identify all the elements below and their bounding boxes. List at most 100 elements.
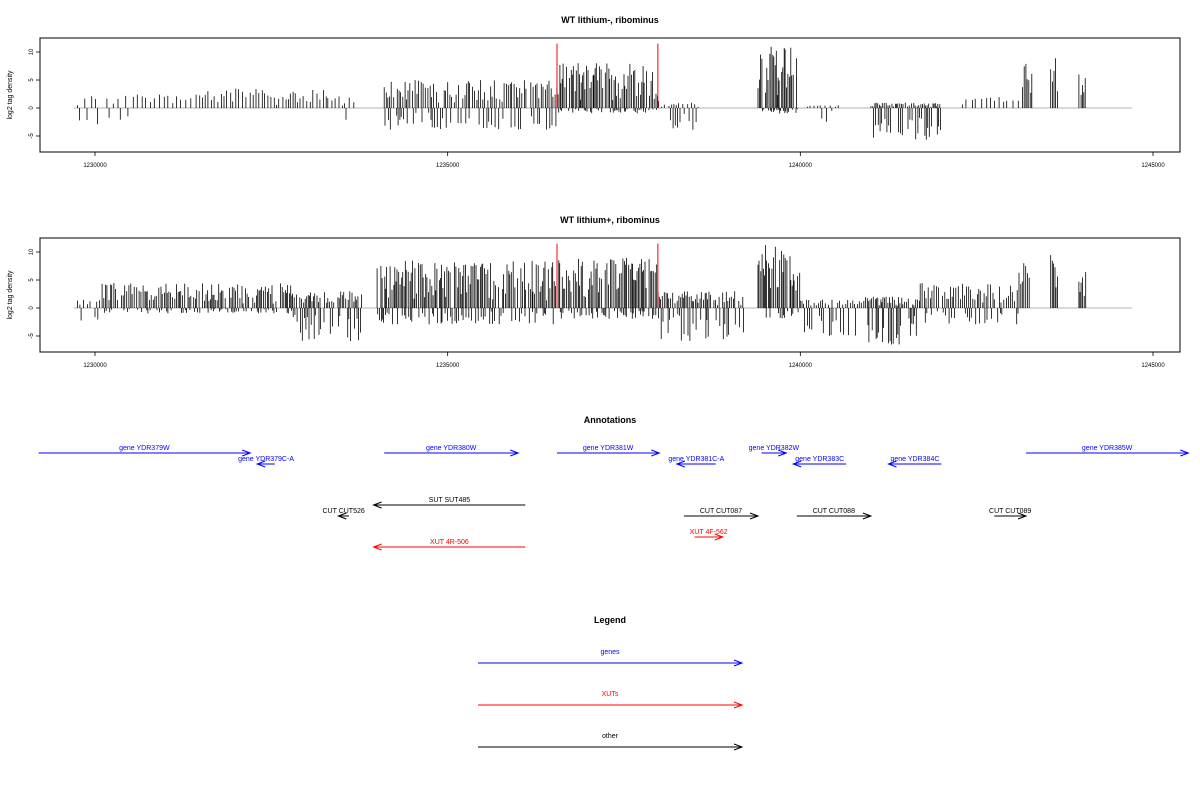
- legend-label: XUTs: [602, 691, 619, 698]
- y-axis-label: log2 tag density: [7, 270, 14, 320]
- annotation-feature: gene YDR379C-A: [238, 456, 294, 468]
- annotation-feature: CUT CUT088: [796, 508, 873, 520]
- annotation-feature: gene YDR381W: [556, 445, 661, 457]
- annotation-feature: gene YDR380W: [384, 445, 520, 457]
- annotation-label: XUT 4R-506: [430, 539, 469, 546]
- x-tick-label: 1230000: [83, 163, 107, 169]
- annotation-feature: XUT 4F-562: [690, 529, 728, 541]
- bar-cluster: [799, 299, 862, 336]
- annotation-label: gene YDR384C: [890, 456, 939, 463]
- plot-frame: [39, 37, 1181, 153]
- legend-label: genes: [600, 649, 620, 656]
- plot-frame: [39, 237, 1181, 353]
- x-tick-label: 1240000: [789, 163, 813, 169]
- y-tick-label: 10: [29, 48, 35, 55]
- x-tick-label: 1230000: [83, 363, 107, 369]
- bar-layer: [73, 243, 1132, 345]
- x-axis: 1230000 1235000 1240000 1245000: [83, 352, 1165, 369]
- annotation-feature: CUT CUT087: [683, 508, 760, 520]
- annotation-feature: gene YDR381C-A: [668, 456, 725, 468]
- bar-cluster: [658, 291, 744, 341]
- bar-cluster: [77, 299, 100, 321]
- annotation-label: gene YDR379W: [119, 445, 170, 452]
- x-tick-label: 1245000: [1141, 363, 1165, 369]
- bar-cluster: [1022, 63, 1033, 108]
- bar-cluster: [919, 283, 1019, 325]
- annotation-label: XUT 4F-562: [690, 529, 728, 536]
- legend: Legend genes XUTs other: [478, 615, 744, 751]
- bar-cluster: [327, 96, 355, 120]
- bar-cluster: [383, 80, 558, 130]
- y-tick-label: 0: [29, 106, 35, 110]
- y-tick-label: -5: [29, 133, 35, 139]
- bar-cluster: [292, 291, 362, 342]
- legend-item: genes: [478, 649, 744, 667]
- bar-cluster: [757, 245, 801, 319]
- y-axis: -5 0 5 10: [29, 248, 40, 339]
- legend-title: Legend: [594, 615, 626, 625]
- annotations-title: Annotations: [584, 415, 637, 425]
- x-axis: 1230000 1235000 1240000 1245000: [83, 152, 1165, 169]
- bar-cluster: [77, 95, 134, 125]
- annotation-label: CUT CUT089: [989, 508, 1031, 515]
- annotation-label: gene YDR379C-A: [238, 456, 294, 463]
- y-axis-label: log2 tag density: [7, 70, 14, 120]
- y-tick-label: 0: [29, 306, 35, 310]
- bar-cluster: [376, 260, 556, 325]
- bar-cluster: [136, 94, 206, 108]
- bar-cluster: [870, 102, 941, 140]
- annotation-label: gene YDR381C-A: [668, 456, 724, 463]
- annotation-feature: gene YDR379W: [38, 445, 252, 457]
- annotation-label: gene YDR385W: [1082, 445, 1133, 452]
- bar-cluster: [207, 88, 327, 108]
- panel-lithium-minus: WT lithium-, ribominus 1230000 1235000 124…: [7, 15, 1181, 169]
- annotation-feature: gene YDR384C: [887, 456, 942, 468]
- annotation-label: SUT SUT485: [429, 497, 471, 504]
- x-tick-label: 1235000: [436, 363, 460, 369]
- y-tick-label: 10: [29, 248, 35, 255]
- annotation-feature: CUT CUT089: [989, 508, 1031, 520]
- bar-cluster: [101, 283, 293, 314]
- annotation-features: gene YDR379W gene YDR379C-A gene YDR380W ge…: [38, 445, 1190, 551]
- x-tick-label: 1245000: [1141, 163, 1165, 169]
- annotation-label: CUT CUT087: [700, 508, 742, 515]
- bar-cluster: [556, 258, 659, 319]
- bar-cluster: [1078, 272, 1087, 308]
- annotation-label: CUT CUT088: [813, 508, 855, 515]
- y-tick-label: 5: [29, 278, 35, 282]
- bar-cluster: [807, 105, 839, 122]
- bar-cluster: [863, 296, 920, 345]
- legend-items: genes XUTs other: [478, 649, 744, 751]
- y-tick-label: 5: [29, 78, 35, 82]
- annotation-label: gene YDR383C: [795, 456, 844, 463]
- y-tick-label: -5: [29, 333, 35, 339]
- bar-cluster: [556, 63, 659, 114]
- panel-lithium-plus: WT lithium+, ribominus 1230000 1235000 124…: [7, 215, 1181, 369]
- bar-cluster: [1050, 58, 1058, 108]
- panel-title: WT lithium-, ribominus: [561, 15, 659, 25]
- legend-label: other: [602, 733, 619, 740]
- annotation-feature: gene YDR383C: [791, 456, 847, 468]
- annotation-label: gene YDR381W: [583, 445, 634, 452]
- bar-cluster: [757, 46, 798, 114]
- bar-cluster: [1050, 255, 1058, 308]
- bar-layer: [73, 43, 1132, 140]
- annotation-label: gene YDR382W: [749, 445, 800, 452]
- annotation-label: gene YDR380W: [426, 445, 477, 452]
- x-tick-label: 1240000: [789, 363, 813, 369]
- bar-cluster: [962, 97, 1019, 108]
- panel-title: WT lithium+, ribominus: [560, 215, 660, 225]
- annotation-label: CUT CUT526: [322, 508, 364, 515]
- legend-item: other: [478, 733, 744, 751]
- bar-cluster: [1078, 74, 1086, 108]
- legend-item: XUTs: [478, 691, 744, 709]
- annotation-feature: XUT 4R-506: [372, 539, 526, 551]
- x-tick-label: 1235000: [436, 163, 460, 169]
- annotation-feature: gene YDR385W: [1026, 445, 1190, 457]
- annotation-feature: gene YDR382W: [749, 445, 800, 457]
- annotation-feature: CUT CUT526: [322, 508, 365, 520]
- y-axis: -5 0 5 10: [29, 48, 40, 139]
- annotation-feature: SUT SUT485: [372, 497, 526, 509]
